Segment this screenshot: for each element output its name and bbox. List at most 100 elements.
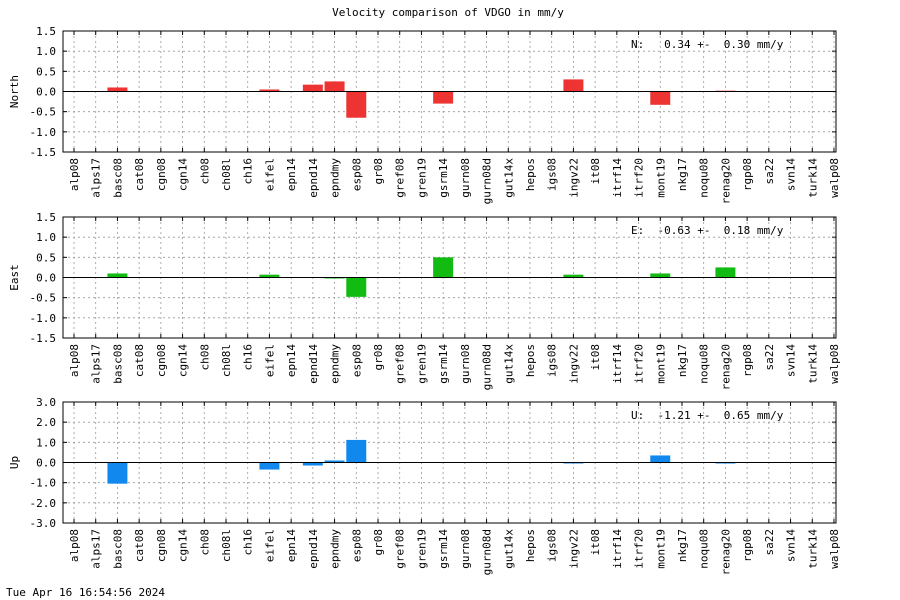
y-axis-label: East: [8, 264, 21, 291]
x-tick-label: gren19: [415, 344, 428, 384]
x-tick-label: cat08: [133, 158, 146, 191]
x-tick-label: mont19: [654, 529, 667, 569]
x-tick-label: turk14: [806, 158, 819, 198]
x-tick-label: gren19: [415, 529, 428, 569]
x-tick-label: alp08: [68, 529, 81, 562]
x-tick-label: esp08: [350, 344, 363, 377]
bar-epnd14: [302, 84, 323, 92]
x-tick-label: rgp08: [741, 529, 754, 562]
x-tick-label: hepos: [524, 529, 537, 562]
x-tick-label: alps17: [90, 158, 103, 198]
x-tick-label: gsrm14: [437, 529, 450, 569]
y-tick-label: 1.0: [36, 231, 56, 244]
x-tick-label: epn14: [285, 529, 298, 562]
x-tick-label: cgn08: [155, 158, 168, 191]
bar-mont19: [650, 455, 671, 463]
x-tick-label: walp08: [828, 344, 841, 384]
x-tick-label: gurn08d: [481, 529, 494, 575]
x-tick-label: alp08: [68, 344, 81, 377]
y-tick-label: 0.5: [36, 65, 56, 78]
y-tick-label: -1.5: [30, 146, 57, 159]
bar-esp08: [346, 439, 367, 463]
x-tick-label: sa22: [763, 344, 776, 371]
x-tick-label: esp08: [350, 158, 363, 191]
x-tick-label: eifel: [263, 344, 276, 377]
bar-esp08: [346, 277, 367, 297]
y-tick-label: 0.0: [36, 457, 56, 470]
bar-epnd14: [302, 462, 323, 466]
bar-renag20: [715, 462, 736, 464]
x-tick-label: cgn14: [177, 158, 190, 191]
stat-annotation: U: -1.21 +- 0.65 mm/y: [631, 409, 784, 422]
x-tick-label: gut14x: [502, 529, 515, 569]
plot-frame: [62, 216, 837, 339]
x-tick-label: svn14: [785, 344, 798, 377]
plot-frame: [62, 401, 837, 524]
x-tick-label: sa22: [763, 158, 776, 185]
plot-frame: [62, 30, 837, 153]
x-tick-label: alp08: [68, 158, 81, 191]
x-tick-label: gr08: [372, 344, 385, 371]
x-tick-label: epnd14: [307, 158, 320, 198]
bar-eifel: [259, 89, 280, 92]
x-tick-label: ch08: [198, 344, 211, 371]
y-tick-label: 0.0: [36, 86, 56, 99]
x-tick-label: gsrm14: [437, 344, 450, 384]
x-tick-label: itrf14: [611, 529, 624, 569]
bar-mont19: [650, 91, 671, 105]
x-tick-label: gurn08: [459, 158, 472, 198]
x-tick-label: ingv22: [567, 158, 580, 198]
y-tick-label: -2.0: [30, 497, 57, 510]
y-tick-label: 3.0: [36, 396, 56, 409]
x-tick-label: gr08: [372, 529, 385, 556]
x-tick-label: gurn08: [459, 529, 472, 569]
timestamp: Tue Apr 16 16:54:56 2024: [6, 586, 165, 599]
x-tick-label: alps17: [90, 344, 103, 384]
x-tick-label: ch16: [242, 344, 255, 371]
y-tick-label: -0.5: [30, 106, 57, 119]
x-tick-label: noqu08: [698, 344, 711, 384]
x-tick-label: alps17: [90, 529, 103, 569]
x-tick-label: svn14: [785, 158, 798, 191]
x-tick-label: nkg17: [676, 344, 689, 377]
x-tick-label: renag20: [719, 529, 732, 575]
y-axis-label: North: [8, 75, 21, 108]
bar-epndmy: [324, 460, 345, 463]
x-tick-label: hepos: [524, 158, 537, 191]
stat-annotation: N: 0.34 +- 0.30 mm/y: [631, 38, 784, 51]
x-tick-label: igs08: [546, 529, 559, 562]
bar-eifel: [259, 274, 280, 278]
x-tick-label: eifel: [263, 529, 276, 562]
x-tick-label: cgn08: [155, 344, 168, 377]
x-tick-label: igs08: [546, 344, 559, 377]
x-tick-label: itrf20: [633, 529, 646, 569]
bar-ingv22: [563, 79, 584, 92]
x-tick-label: turk14: [806, 344, 819, 384]
x-tick-label: mont19: [654, 344, 667, 384]
bar-eifel: [259, 462, 280, 470]
x-tick-label: gurn08: [459, 344, 472, 384]
y-tick-label: -1.0: [30, 312, 57, 325]
x-tick-label: renag20: [719, 344, 732, 390]
x-tick-label: cat08: [133, 344, 146, 377]
x-tick-label: cgn08: [155, 529, 168, 562]
bar-basc08: [107, 462, 128, 484]
x-tick-label: ingv22: [567, 344, 580, 384]
x-tick-label: epn14: [285, 158, 298, 191]
x-tick-label: cat08: [133, 529, 146, 562]
x-tick-label: walp08: [828, 158, 841, 198]
x-tick-label: gsrm14: [437, 158, 450, 198]
chart-title: Velocity comparison of VDGO in mm/y: [332, 6, 564, 19]
y-tick-label: 2.0: [36, 416, 56, 429]
x-tick-label: igs08: [546, 158, 559, 191]
x-tick-label: gut14x: [502, 158, 515, 198]
x-tick-label: itrf14: [611, 344, 624, 384]
x-tick-label: ch16: [242, 529, 255, 556]
x-tick-label: epndmy: [329, 529, 342, 569]
x-tick-label: svn14: [785, 529, 798, 562]
bar-ingv22: [563, 462, 584, 464]
x-tick-label: ch08l: [220, 158, 233, 191]
x-tick-label: epndmy: [329, 344, 342, 384]
y-tick-label: -1.5: [30, 332, 57, 345]
